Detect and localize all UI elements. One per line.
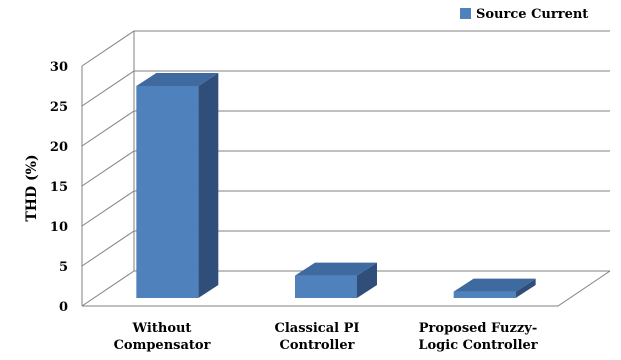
y-tick-label: 10 (50, 220, 68, 235)
y-tick-label: 25 (50, 100, 68, 115)
legend-label: Source Current (476, 7, 588, 22)
bar-top (453, 278, 536, 292)
y-axis-label: THD (%) (24, 154, 40, 221)
bar (136, 73, 219, 298)
bar-side (357, 262, 377, 298)
x-axis-categories: Without Compensator Classical PI Controller… (114, 321, 538, 353)
x-category-label: Proposed Fuzzy-Logic Controller (418, 321, 537, 353)
bar-front (453, 291, 516, 298)
x-category-label: Classical PI Controller (275, 321, 360, 353)
x-category-label: Without Compensator (114, 321, 211, 353)
legend-swatch (460, 8, 471, 19)
y-tick-label: 5 (59, 260, 68, 275)
y-tick-label: 30 (50, 60, 68, 75)
gridlines (81, 30, 611, 307)
bar-side (198, 73, 219, 298)
y-tick-label: 0 (59, 300, 68, 315)
y-tick-label: 15 (50, 180, 68, 195)
gridline (81, 30, 610, 67)
y-axis-ticks: 0 5 10 15 20 25 30 (50, 60, 68, 315)
bar-top (295, 262, 377, 276)
bars (136, 73, 536, 298)
floor-edge (82, 270, 611, 307)
y-tick-label: 20 (50, 140, 68, 155)
bar (295, 262, 377, 298)
bar-front (295, 275, 357, 298)
bar-side (515, 278, 536, 298)
bar-top (136, 73, 219, 86)
legend: Source Current (460, 7, 588, 22)
bar (453, 278, 536, 298)
bar-front (136, 86, 199, 298)
